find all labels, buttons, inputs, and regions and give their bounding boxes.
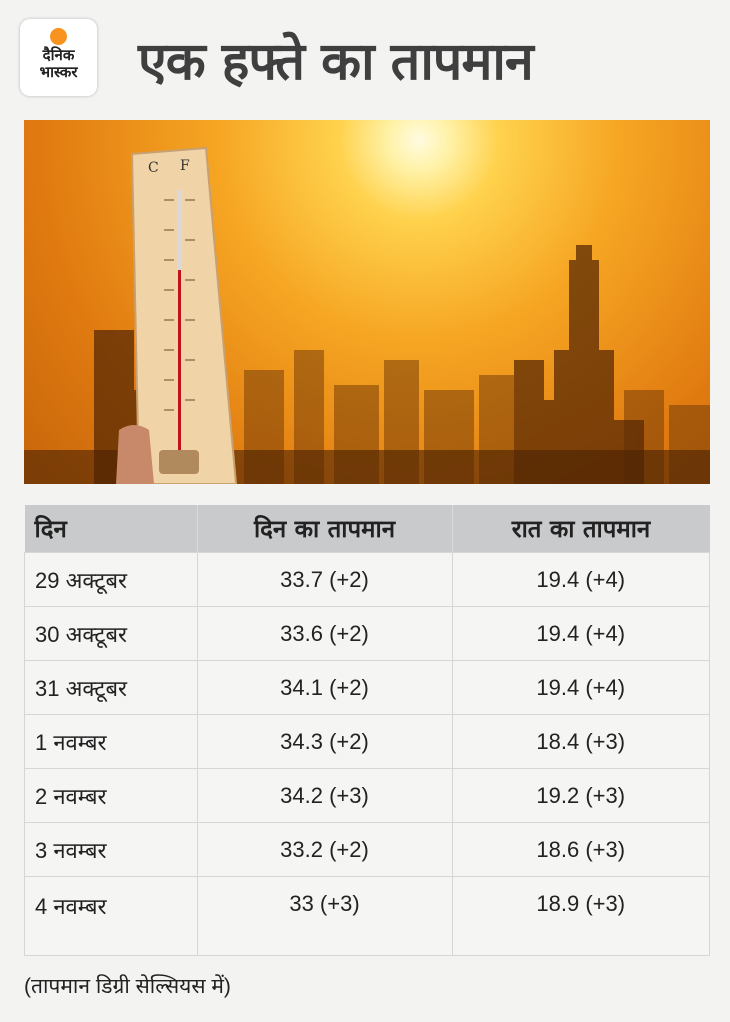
- date-cell: 30 अक्टूबर: [24, 606, 198, 661]
- weekly-temperature-table: दिन दिन का तापमान रात का तापमान 29 अक्टू…: [24, 505, 710, 956]
- day-temp-cell: 34.2 (+3): [196, 768, 453, 823]
- table-row: 1 नवम्बर 34.3 (+2) 18.4 (+3): [24, 714, 710, 769]
- night-temp-cell: 19.4 (+4): [451, 660, 710, 715]
- table-row: 3 नवम्बर 33.2 (+2) 18.6 (+3): [24, 822, 710, 877]
- header-day: दिन: [24, 505, 197, 553]
- day-temp-cell: 33 (+3): [196, 876, 453, 956]
- table-row: 31 अक्टूबर 34.1 (+2) 19.4 (+4): [24, 660, 710, 715]
- celsius-label: C: [148, 160, 159, 176]
- table-row: 29 अक्टूबर 33.7 (+2) 19.4 (+4): [24, 552, 710, 607]
- unit-note: (तापमान डिग्री सेल्सियस में): [24, 975, 231, 998]
- city-skyline-thermometer-illustration: C F: [24, 146, 710, 484]
- date-cell: 3 नवम्बर: [24, 822, 198, 877]
- day-temp-cell: 33.6 (+2): [196, 606, 453, 661]
- logo-text-line2: भास्कर: [39, 63, 78, 81]
- night-temp-cell: 19.4 (+4): [451, 552, 710, 607]
- date-cell: 4 नवम्बर: [24, 876, 198, 956]
- logo-text-line1: दैनिक: [42, 46, 75, 64]
- day-temp-cell: 33.2 (+2): [196, 822, 453, 877]
- table-row: 30 अक्टूबर 33.6 (+2) 19.4 (+4): [24, 606, 710, 661]
- table-row: 2 नवम्बर 34.2 (+3) 19.2 (+3): [24, 768, 710, 823]
- night-temp-cell: 18.6 (+3): [451, 822, 710, 877]
- heat-city-image: C F: [24, 120, 710, 484]
- day-temp-cell: 34.1 (+2): [196, 660, 453, 715]
- date-cell: 29 अक्टूबर: [24, 552, 198, 607]
- sun-dot-icon: [50, 28, 67, 45]
- dainik-bhaskar-logo: दैनिक भास्कर: [20, 19, 97, 96]
- date-cell: 1 नवम्बर: [24, 714, 198, 769]
- thermometer-icon: C F: [130, 146, 238, 484]
- table-header-row: दिन दिन का तापमान रात का तापमान: [24, 505, 710, 553]
- day-temp-cell: 33.7 (+2): [196, 552, 453, 607]
- page-title: एक हफ्ते का तापमान: [138, 32, 534, 92]
- header-day-temp: दिन का तापमान: [196, 505, 452, 553]
- table-row: 4 नवम्बर 33 (+3) 18.9 (+3): [24, 876, 710, 956]
- fahrenheit-label: F: [180, 158, 190, 174]
- header-night-temp: रात का तापमान: [451, 505, 710, 553]
- hand: [116, 425, 154, 484]
- date-cell: 31 अक्टूबर: [24, 660, 198, 715]
- date-cell: 2 नवम्बर: [24, 768, 198, 823]
- night-temp-cell: 18.9 (+3): [451, 876, 710, 956]
- night-temp-cell: 19.2 (+3): [451, 768, 710, 823]
- night-temp-cell: 19.4 (+4): [451, 606, 710, 661]
- day-temp-cell: 34.3 (+2): [196, 714, 453, 769]
- night-temp-cell: 18.4 (+3): [451, 714, 710, 769]
